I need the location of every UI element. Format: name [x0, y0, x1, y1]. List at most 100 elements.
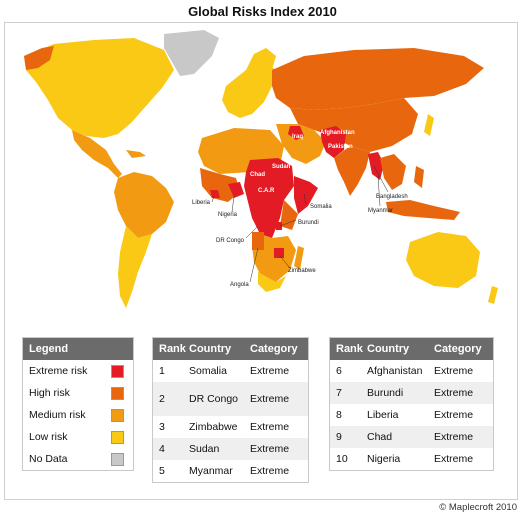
table-row: 5 Myanmar Extreme: [153, 460, 308, 482]
region-southeast-asia: [380, 154, 406, 190]
map-label-pakistan: Pakistan: [328, 144, 353, 150]
region-philippines: [414, 166, 424, 188]
table-row: 8 Liberia Extreme: [330, 404, 493, 426]
cell-rank: 8: [336, 409, 342, 421]
region-new-zealand: [488, 286, 498, 304]
region-madagascar: [294, 246, 304, 270]
legend-box: Legend Extreme risk High risk Medium ris…: [22, 337, 134, 471]
cell-rank: 5: [159, 465, 165, 477]
cell-category: Extreme: [434, 453, 474, 465]
region-alaska: [24, 46, 54, 70]
cell-country: Burundi: [367, 387, 404, 399]
cell-category: Extreme: [434, 365, 474, 377]
region-asia-central: [290, 98, 418, 152]
region-afghanistan-pakistan: [320, 126, 346, 158]
legend-swatch-nodata: [111, 452, 124, 466]
legend-label: No Data: [29, 453, 68, 465]
region-russia: [272, 48, 484, 110]
legend-swatch-extreme: [111, 364, 124, 378]
legend-item: No Data: [23, 448, 133, 470]
rankings-table-1: Rank Country Category 1 Somalia Extreme …: [152, 337, 309, 483]
map-label-car: C.A.R: [258, 188, 275, 194]
figure-frame: [4, 22, 518, 500]
cell-rank: 3: [159, 421, 165, 433]
page-title: Global Risks Index 2010: [188, 4, 337, 19]
legend-title: Legend: [23, 338, 133, 360]
cell-category: Extreme: [250, 421, 290, 433]
table-row: 6 Afghanistan Extreme: [330, 360, 493, 382]
cell-country: Nigeria: [367, 453, 401, 465]
legend-item: High risk: [23, 382, 133, 404]
legend-item: Extreme risk: [23, 360, 133, 382]
map-leader-lines: [211, 165, 389, 283]
cell-category: Extreme: [250, 365, 290, 377]
region-somalia: [294, 176, 318, 214]
region-west-africa: [200, 168, 240, 202]
table-row: 7 Burundi Extreme: [330, 382, 493, 404]
copyright-credit: © Maplecroft 2010: [439, 502, 517, 513]
cell-category: Extreme: [434, 387, 474, 399]
map-label-burundi: Burundi: [298, 220, 319, 226]
table-header: Rank Country Category: [330, 338, 493, 360]
map-label-drcongo: DR Congo: [216, 238, 245, 244]
cell-country: Sudan: [189, 443, 220, 455]
legend-swatch-high: [111, 386, 124, 400]
cell-rank: 7: [336, 387, 342, 399]
world-map: Iraq Afghanistan Pakistan Sudan Chad C.A…: [14, 26, 514, 326]
map-label-sudan: Sudan: [272, 164, 291, 170]
region-bangladesh-myanmar: [368, 152, 384, 180]
legend-item: Medium risk: [23, 404, 133, 426]
table-row: 9 Chad Extreme: [330, 426, 493, 448]
region-japan: [424, 114, 434, 136]
cell-rank: 10: [336, 453, 348, 465]
map-label-chad: Chad: [250, 172, 265, 178]
region-europe: [222, 62, 276, 118]
cell-country: Myanmar: [189, 465, 233, 477]
header-category: Category: [250, 343, 298, 355]
legend-label: High risk: [29, 387, 70, 399]
header-country: Country: [189, 343, 232, 355]
legend-swatch-medium: [111, 408, 124, 422]
cell-rank: 9: [336, 431, 342, 443]
region-indonesia: [386, 200, 460, 220]
region-australia: [406, 232, 480, 288]
region-liberia: [210, 190, 220, 198]
region-central-africa: [244, 158, 294, 238]
cell-country: Afghanistan: [367, 365, 423, 377]
world-map-svg: Iraq Afghanistan Pakistan Sudan Chad C.A…: [24, 30, 498, 308]
map-label-iraq: Iraq: [292, 134, 303, 140]
cell-category: Extreme: [250, 393, 290, 405]
region-north-america: [24, 38, 174, 138]
cell-category: Extreme: [250, 443, 290, 455]
legend-label: Extreme risk: [29, 365, 88, 377]
header-country: Country: [367, 343, 410, 355]
region-scandinavia: [246, 48, 276, 70]
cell-country: Somalia: [189, 365, 227, 377]
header-rank: Rank: [159, 343, 186, 355]
table-row: 4 Sudan Extreme: [153, 438, 308, 460]
map-label-nigeria: Nigeria: [218, 212, 238, 218]
header-rank: Rank: [336, 343, 363, 355]
legend-label: Medium risk: [29, 409, 86, 421]
region-nigeria: [228, 182, 244, 198]
region-south-america-north: [114, 172, 174, 238]
cell-rank: 6: [336, 365, 342, 377]
map-label-somalia: Somalia: [310, 204, 332, 210]
map-label-myanmar: Myanmar: [368, 208, 393, 214]
legend-swatch-low: [111, 430, 124, 444]
map-label-zimbabwe: Zimbabwe: [288, 268, 316, 274]
cell-category: Extreme: [434, 431, 474, 443]
table-row: 2 DR Congo Extreme: [153, 382, 308, 416]
region-burundi: [276, 222, 282, 230]
cell-category: Extreme: [250, 465, 290, 477]
cell-country: DR Congo: [189, 393, 239, 405]
region-india: [334, 146, 370, 196]
region-east-africa: [280, 200, 298, 230]
map-label-afghanistan: Afghanistan: [320, 130, 355, 136]
table-row: 1 Somalia Extreme: [153, 360, 308, 382]
legend-label: Low risk: [29, 431, 68, 443]
region-south-america-south: [118, 226, 152, 308]
region-iraq: [288, 126, 304, 140]
cell-rank: 2: [159, 393, 165, 405]
cell-rank: 1: [159, 365, 165, 377]
